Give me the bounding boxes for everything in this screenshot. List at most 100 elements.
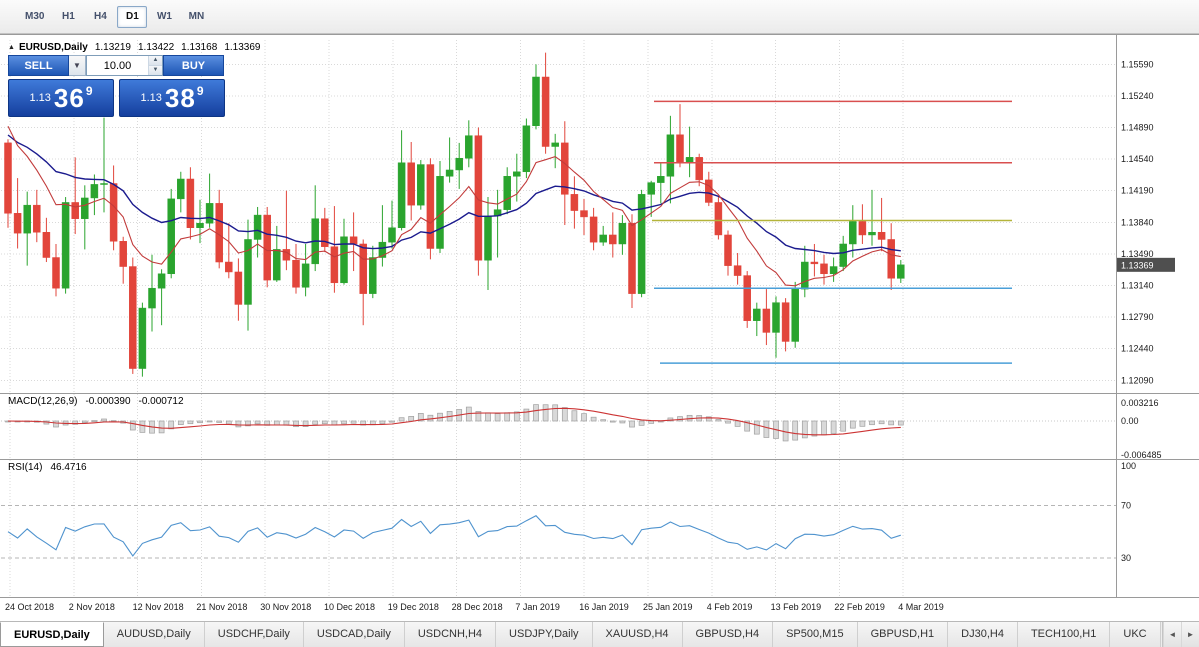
tabs-scroll-right-button[interactable]: ► — [1181, 622, 1199, 647]
ohlc-low: 1.13168 — [181, 41, 218, 53]
panel-separators — [0, 34, 1199, 598]
volume-spinner: ▲ ▼ — [148, 56, 162, 75]
ohlc-high: 1.13422 — [138, 41, 175, 53]
timeframe-toolbar: M30 H1 H4 D1 W1 MN — [0, 0, 1199, 34]
svg-text:4 Feb 2019: 4 Feb 2019 — [707, 602, 753, 612]
candles-layer — [4, 52, 905, 377]
rsi-value: 46.4716 — [50, 462, 87, 473]
tab-ukc[interactable]: UKC — [1110, 622, 1161, 647]
svg-text:22 Feb 2019: 22 Feb 2019 — [834, 602, 885, 612]
date-axis-labels: 24 Oct 2018 2 Nov 2018 12 Nov 2018 21 Nov 2… — [5, 602, 944, 612]
svg-text:24 Oct 2018: 24 Oct 2018 — [5, 602, 54, 612]
svg-text:1.12790: 1.12790 — [1121, 312, 1154, 322]
tab-audusd-daily[interactable]: AUDUSD,Daily — [103, 622, 205, 647]
volume-input[interactable] — [87, 56, 148, 75]
svg-text:19 Dec 2018: 19 Dec 2018 — [388, 602, 439, 612]
volume-down-button[interactable]: ▼ — [149, 66, 162, 75]
svg-text:1.15240: 1.15240 — [1121, 91, 1154, 101]
current-price-tag: 1.13369 — [1117, 257, 1175, 272]
timeframe-button-m30[interactable]: M30 — [18, 6, 51, 28]
svg-text:1.13840: 1.13840 — [1121, 217, 1154, 227]
svg-text:12 Nov 2018: 12 Nov 2018 — [133, 602, 184, 612]
svg-text:7 Jan 2019: 7 Jan 2019 — [515, 602, 560, 612]
timeframe-button-h4[interactable]: H4 — [85, 6, 115, 28]
chart-window: 1.15590 1.15240 1.14890 1.14540 1.14190 1.138… — [0, 34, 1199, 621]
chart-symbol-label: EURUSD,Daily — [18, 41, 88, 53]
chart-tabs: EURUSD,Daily AUDUSD,Daily USDCHF,Daily USDC… — [0, 622, 1199, 647]
sell-price-display[interactable]: 1.13 36 9 — [8, 79, 114, 117]
sr-lines-layer — [652, 100, 1012, 364]
ohlc-open: 1.13219 — [94, 41, 131, 53]
svg-text:0.003216: 0.003216 — [1121, 398, 1159, 408]
svg-text:2 Nov 2018: 2 Nov 2018 — [69, 602, 115, 612]
tab-gbpusd-h1[interactable]: GBPUSD,H1 — [857, 622, 949, 647]
svg-text:0.00: 0.00 — [1121, 416, 1139, 426]
tab-xauusd-h4[interactable]: XAUUSD,H4 — [592, 622, 683, 647]
svg-text:1.14890: 1.14890 — [1121, 123, 1154, 133]
tab-tech100-h1[interactable]: TECH100,H1 — [1017, 622, 1111, 647]
svg-text:70: 70 — [1121, 500, 1131, 510]
ohlc-close: 1.13369 — [224, 41, 261, 53]
svg-text:4 Mar 2019: 4 Mar 2019 — [898, 602, 944, 612]
tab-dj30-h4[interactable]: DJ30,H4 — [948, 622, 1018, 647]
svg-text:28 Dec 2018: 28 Dec 2018 — [452, 602, 503, 612]
timeframe-button-mn[interactable]: MN — [181, 6, 211, 28]
tab-eurusd-daily[interactable]: EURUSD,Daily — [0, 622, 104, 647]
svg-text:1.15590: 1.15590 — [1121, 59, 1154, 69]
ma-slow-line — [7, 134, 901, 255]
rsi-header: RSI(14) 46.4716 — [8, 462, 95, 473]
macd-panel: 0.003216 0.00 -0.006485 — [1, 398, 1162, 460]
chart-header: ▲ EURUSD,Daily 1.13219 1.13422 1.13168 1… — [8, 40, 260, 54]
svg-text:1.13140: 1.13140 — [1121, 280, 1154, 290]
timeframe-button-w1[interactable]: W1 — [149, 6, 179, 28]
buy-price-prefix: 1.13 — [140, 92, 162, 104]
tab-usdjpy-daily[interactable]: USDJPY,Daily — [496, 622, 593, 647]
sell-price-prefix: 1.13 — [29, 92, 51, 104]
timeframe-button-d1[interactable]: D1 — [117, 5, 148, 28]
sell-button[interactable]: SELL — [8, 55, 69, 76]
svg-text:16 Jan 2019: 16 Jan 2019 — [579, 602, 629, 612]
svg-text:30 Nov 2018: 30 Nov 2018 — [260, 602, 311, 612]
macd-signal-line — [7, 407, 901, 436]
svg-text:21 Nov 2018: 21 Nov 2018 — [196, 602, 247, 612]
buy-price-display[interactable]: 1.13 38 9 — [119, 79, 225, 117]
svg-text:100: 100 — [1121, 461, 1136, 471]
volume-up-button[interactable]: ▲ — [149, 56, 162, 66]
buy-price-sup: 9 — [196, 84, 204, 98]
svg-text:1.12090: 1.12090 — [1121, 375, 1154, 385]
chevron-down-icon: ▼ — [73, 61, 81, 70]
ma-fast-line — [7, 125, 901, 287]
svg-text:10 Dec 2018: 10 Dec 2018 — [324, 602, 375, 612]
macd-header: MACD(12,26,9) -0.000390 -0.000712 — [8, 396, 192, 407]
tab-usdcnh-h4[interactable]: USDCNH,H4 — [404, 622, 497, 647]
tab-scrollers: ◄ ► — [1162, 622, 1199, 647]
price-chart[interactable]: 1.15590 1.15240 1.14890 1.14540 1.14190 1.138… — [0, 34, 1199, 621]
svg-text:30: 30 — [1121, 553, 1131, 563]
svg-text:1.13490: 1.13490 — [1121, 249, 1154, 259]
timeframe-button-h1[interactable]: H1 — [53, 6, 83, 28]
one-click-trade-panel: SELL ▼ ▲ ▼ BUY 1.13369 1.133 — [8, 55, 225, 117]
rsi-panel: 100 70 30 — [1, 461, 1136, 563]
svg-text:13 Feb 2019: 13 Feb 2019 — [771, 602, 822, 612]
svg-text:1.13369: 1.13369 — [1121, 260, 1154, 270]
rsi-line — [7, 515, 901, 557]
chart-tabs-bar: EURUSD,Daily AUDUSD,Daily USDCHF,Daily USDC… — [0, 621, 1199, 647]
macd-label: MACD(12,26,9) — [8, 396, 78, 407]
tab-usdcad-daily[interactable]: USDCAD,Daily — [303, 622, 405, 647]
macd-signal-value: -0.000712 — [138, 396, 184, 407]
sell-price-big: 36 — [53, 83, 85, 113]
tab-sp500-m15[interactable]: SP500,M15 — [773, 622, 858, 647]
volume-dropdown-button[interactable]: ▼ — [69, 55, 86, 76]
tab-gbpusd-h4[interactable]: GBPUSD,H4 — [682, 622, 774, 647]
volume-field: ▲ ▼ — [86, 55, 163, 76]
svg-text:25 Jan 2019: 25 Jan 2019 — [643, 602, 693, 612]
collapse-icon[interactable]: ▲ — [8, 43, 15, 51]
macd-main-value: -0.000390 — [85, 396, 131, 407]
svg-text:1.12440: 1.12440 — [1121, 344, 1154, 354]
price-axis-labels: 1.15590 1.15240 1.14890 1.14540 1.14190 1.138… — [1121, 59, 1154, 385]
tab-usdchf-daily[interactable]: USDCHF,Daily — [204, 622, 304, 647]
tabs-scroll-left-button[interactable]: ◄ — [1163, 622, 1181, 647]
buy-button[interactable]: BUY — [163, 55, 224, 76]
svg-text:-0.006485: -0.006485 — [1121, 450, 1162, 460]
